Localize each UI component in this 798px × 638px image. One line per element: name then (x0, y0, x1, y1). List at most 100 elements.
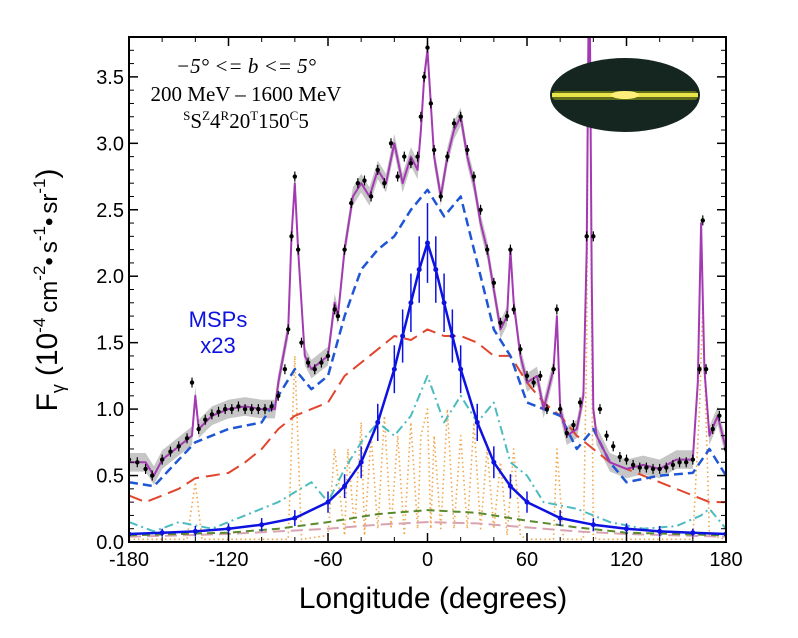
msp-point (458, 366, 464, 372)
x-axis-title: Longitude (degrees) (299, 582, 568, 615)
data-point (415, 154, 420, 159)
model-code-t5: 5 (298, 109, 309, 133)
msp-point (342, 483, 348, 489)
data-point (276, 393, 281, 399)
data-point (491, 280, 497, 286)
data-point (312, 367, 317, 372)
data-point (289, 234, 294, 239)
data-point (299, 340, 304, 345)
data-point (637, 465, 642, 470)
data-point (684, 460, 689, 465)
data-point (690, 457, 696, 462)
data-point (222, 406, 228, 412)
data-point (256, 406, 261, 412)
data-point (196, 426, 201, 432)
data-point (388, 141, 394, 146)
data-point (355, 180, 361, 186)
model-code-s5: C (290, 108, 299, 123)
data-point (349, 200, 354, 206)
data-point (577, 400, 583, 405)
data-point (591, 234, 596, 239)
pion-decay-line (129, 188, 726, 488)
msp-point (292, 515, 298, 521)
y-tick-label: 0.0 (96, 532, 124, 554)
energy-annotation: 200 MeV – 1600 MeV (151, 82, 342, 106)
y-title-dot1: • (36, 257, 63, 265)
data-point (697, 367, 702, 372)
msp-point (408, 300, 414, 306)
y-title-exp3: -1 (30, 226, 49, 241)
data-point (551, 367, 556, 372)
y-tick-label: 3.0 (96, 133, 124, 155)
data-point (557, 406, 563, 412)
data-point (465, 147, 470, 153)
data-point (236, 404, 241, 409)
data-point (282, 367, 288, 372)
msp-point (449, 333, 455, 339)
series-layer (129, 37, 726, 541)
bremsstrahlung-line (129, 374, 726, 533)
msp-point (433, 267, 439, 273)
data-point (664, 465, 669, 470)
data-point (485, 247, 490, 252)
data-point (168, 449, 173, 454)
model-code-t1: S (190, 109, 202, 133)
msp-point (624, 526, 629, 532)
data-point (700, 218, 705, 223)
data-point (368, 194, 374, 199)
model-code-t3: 20 (229, 109, 250, 133)
axes-layer: -180 -120 -60 0 60 120 180 0.0 0.5 1.0 1.5 2.0 2.5 3.… (96, 37, 743, 571)
data-point (362, 178, 367, 183)
msp-point (491, 459, 497, 465)
y-title-unit3: sr (36, 194, 63, 214)
data-point (135, 460, 140, 465)
msp-point (657, 528, 663, 534)
data-point (644, 465, 649, 470)
data-point (408, 161, 414, 166)
data-point (445, 154, 450, 159)
y-tick-label: 1.0 (96, 399, 124, 421)
data-point (319, 360, 324, 365)
data-point (332, 307, 337, 312)
data-point (286, 327, 291, 332)
msp-point (690, 530, 696, 536)
data-point (524, 373, 530, 379)
msp-point (441, 300, 447, 306)
msp-point (226, 526, 231, 532)
data-point (159, 457, 165, 462)
x-tick-label: 120 (610, 549, 643, 571)
data-point (571, 422, 576, 428)
model-code-s3: R (221, 108, 230, 123)
y-title-dot2: • (36, 218, 63, 226)
latitude-annotation: −5° <= b <= 5° (176, 54, 317, 78)
msp-point (325, 499, 331, 505)
msp-point (192, 528, 198, 534)
data-point (382, 180, 387, 186)
data-point (498, 320, 503, 325)
data-point (703, 367, 709, 372)
data-point (604, 433, 609, 438)
y-axis-title: Fγ(10-4cm-2•s-1•sr-1) (30, 169, 68, 412)
y-title-exp2: -2 (30, 266, 49, 281)
y-title-open: (10 (31, 333, 64, 376)
data-point (143, 466, 148, 472)
x-tick-label: 0 (422, 549, 433, 571)
data-point (597, 406, 603, 412)
data-point (458, 114, 463, 119)
sky-map-center (611, 91, 639, 99)
data-point (531, 380, 536, 385)
model-code-t4: 150 (258, 109, 290, 133)
y-tick-label: 2.0 (96, 266, 124, 288)
msp-point (524, 499, 530, 505)
data-point (511, 307, 516, 312)
data-point (617, 454, 623, 460)
data-point (564, 430, 569, 436)
model-code-annotation: SSZ4R20T150C5 (183, 108, 309, 133)
data-point (325, 353, 331, 359)
data-point (269, 404, 274, 409)
data-point (189, 380, 195, 385)
data-point (305, 360, 311, 365)
msp-point (590, 522, 596, 528)
data-point (508, 247, 513, 252)
